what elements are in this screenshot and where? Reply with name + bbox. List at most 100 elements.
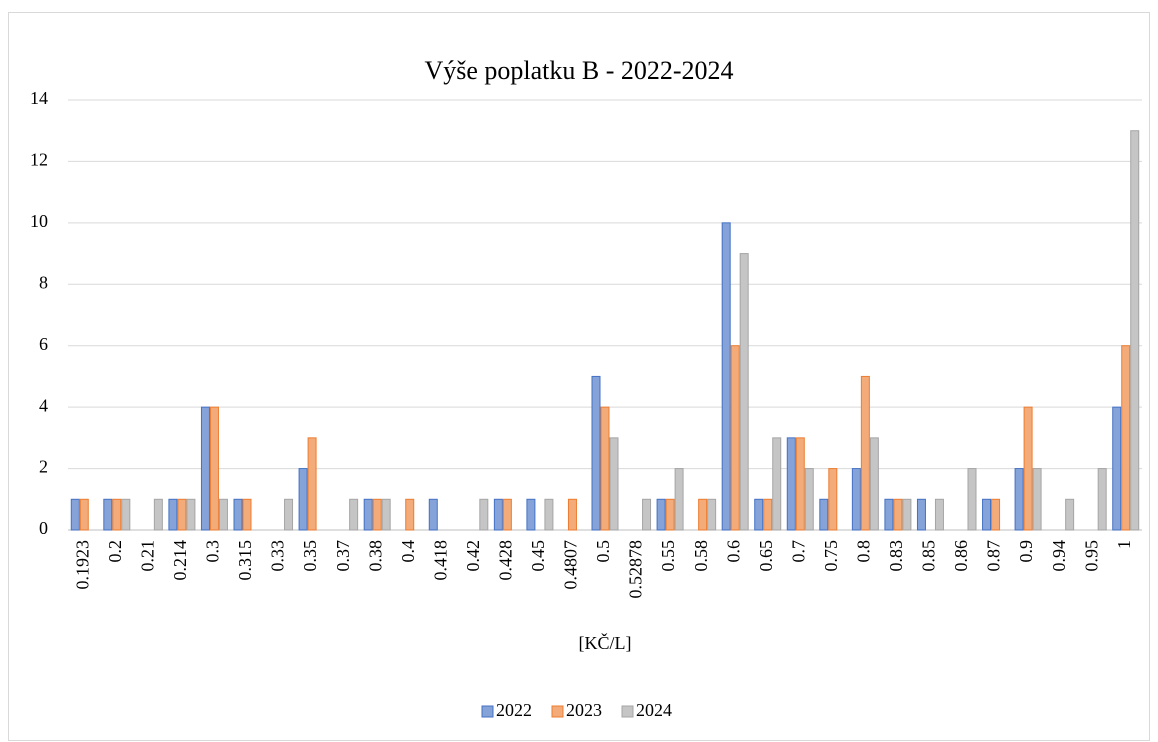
bar xyxy=(982,498,992,531)
bar xyxy=(721,222,731,531)
bar xyxy=(153,498,163,531)
bar xyxy=(656,498,666,531)
x-tick-label: 0.75 xyxy=(821,540,841,572)
x-tick-label: 0.4 xyxy=(398,540,418,563)
bar xyxy=(786,437,796,531)
bar xyxy=(609,437,619,531)
bar xyxy=(103,498,113,531)
x-tick-label: 0.38 xyxy=(365,540,385,572)
bar xyxy=(298,468,308,531)
bar xyxy=(1097,468,1107,531)
bar xyxy=(991,498,1001,531)
x-tick-label: 0.35 xyxy=(300,540,320,572)
y-tick-label: 12 xyxy=(30,150,48,170)
x-tick-label: 1 xyxy=(1114,540,1134,549)
bar xyxy=(177,498,187,531)
x-tick-label: 0.85 xyxy=(919,540,939,572)
bar xyxy=(698,498,708,531)
bar xyxy=(642,498,652,531)
x-tick-label: 0.95 xyxy=(1081,540,1101,572)
bar xyxy=(1065,498,1075,531)
chart-border xyxy=(8,12,1150,741)
x-tick-label: 0.58 xyxy=(691,540,711,572)
bar xyxy=(372,498,382,531)
x-tick-label: 0.45 xyxy=(528,540,548,572)
x-tick-label: 0.5 xyxy=(593,540,613,563)
x-tick-label: 0.7 xyxy=(788,540,808,563)
x-tick-label: 0.214 xyxy=(170,540,190,581)
chart-title: Výše poplatku B - 2022-2024 xyxy=(424,56,733,85)
legend-swatch xyxy=(551,705,564,718)
bar xyxy=(242,498,252,531)
bar xyxy=(707,498,717,531)
y-tick-label: 0 xyxy=(39,518,48,538)
x-tick-label: 0.86 xyxy=(951,540,971,572)
bar xyxy=(665,498,675,531)
x-tick-label: 0.4807 xyxy=(561,540,581,590)
bar xyxy=(1032,468,1042,531)
bar xyxy=(795,437,805,531)
bar xyxy=(1014,468,1024,531)
bar xyxy=(869,437,879,531)
legend-label: 2022 xyxy=(496,700,532,720)
bar xyxy=(186,498,196,531)
x-tick-label: 0.1923 xyxy=(72,540,92,590)
bar xyxy=(851,468,861,531)
bar xyxy=(479,498,489,531)
bar xyxy=(739,253,749,531)
bar xyxy=(591,375,601,531)
x-tick-label: 0.428 xyxy=(495,540,515,581)
bar xyxy=(916,498,926,531)
bar xyxy=(1121,345,1131,531)
legend-label: 2024 xyxy=(636,700,672,720)
x-tick-label: 0.94 xyxy=(1049,540,1069,572)
bar xyxy=(363,498,373,531)
legend-swatch xyxy=(481,705,494,718)
bar xyxy=(381,498,391,531)
x-tick-label: 0.37 xyxy=(333,540,353,572)
bar xyxy=(168,498,178,531)
x-tick-label: 0.55 xyxy=(658,540,678,572)
legend-swatch xyxy=(621,705,634,718)
bar xyxy=(349,498,359,531)
bar xyxy=(526,498,536,531)
bar xyxy=(730,345,740,531)
bar xyxy=(1023,406,1033,531)
bar xyxy=(284,498,294,531)
bar xyxy=(902,498,912,531)
bar xyxy=(1112,406,1122,531)
bar xyxy=(567,498,577,531)
bar xyxy=(893,498,903,531)
bar xyxy=(674,468,684,531)
bar xyxy=(884,498,894,531)
y-tick-label: 8 xyxy=(39,272,48,292)
x-tick-label: 0.6 xyxy=(723,540,743,563)
bar xyxy=(828,468,838,531)
bar xyxy=(502,498,512,531)
x-tick-label: 0.52878 xyxy=(626,540,646,599)
bar xyxy=(967,468,977,531)
bar xyxy=(112,498,122,531)
x-tick-label: 0.9 xyxy=(1016,540,1036,563)
bar xyxy=(544,498,554,531)
x-axis-title: [KČ/L] xyxy=(579,632,632,653)
x-tick-label: 0.33 xyxy=(268,540,288,572)
bar xyxy=(233,498,243,531)
x-tick-label: 0.315 xyxy=(235,540,255,581)
x-tick-label: 0.87 xyxy=(984,540,1004,572)
bar xyxy=(763,498,773,531)
y-tick-label: 10 xyxy=(30,211,48,231)
bar xyxy=(754,498,764,531)
y-tick-label: 2 xyxy=(39,457,48,477)
x-tick-label: 0.65 xyxy=(756,540,776,572)
bar xyxy=(405,498,415,531)
bar xyxy=(79,498,89,531)
bar xyxy=(600,406,610,531)
x-tick-label: 0.83 xyxy=(886,540,906,572)
bar xyxy=(860,375,870,531)
x-tick-label: 0.21 xyxy=(137,540,157,572)
x-tick-label: 0.8 xyxy=(853,540,873,563)
bar xyxy=(121,498,131,531)
bar xyxy=(934,498,944,531)
